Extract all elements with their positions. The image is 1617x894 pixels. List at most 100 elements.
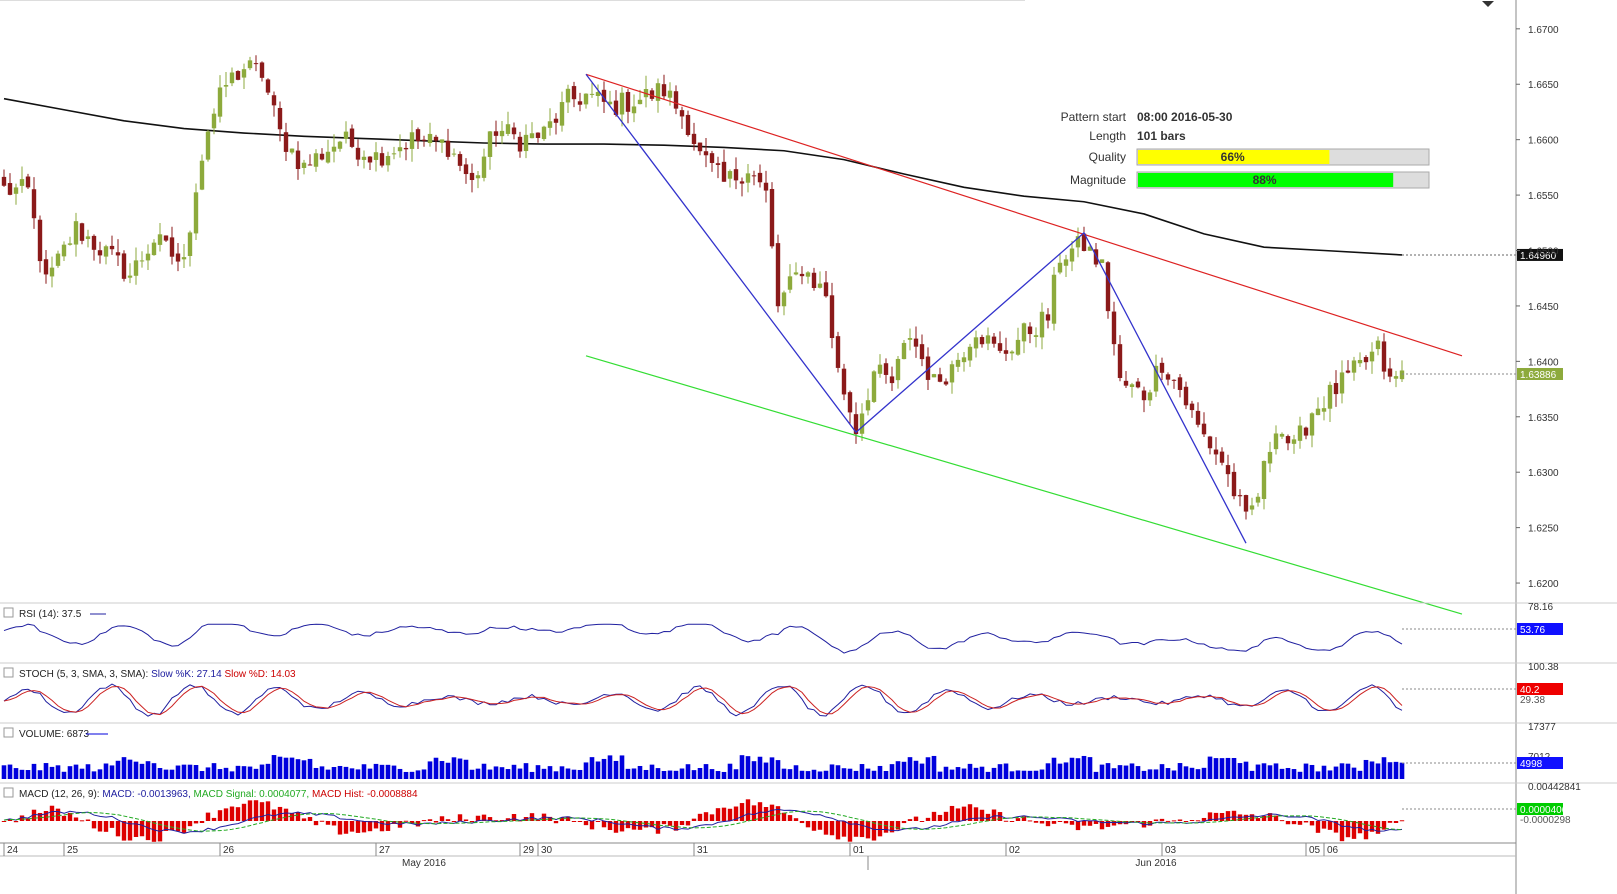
panel-close-icon[interactable]	[3, 607, 14, 618]
macd-hist-bar	[805, 821, 811, 828]
macd-hist-bar	[1345, 821, 1351, 838]
macd-hist-bar	[691, 818, 697, 821]
candle-down	[829, 295, 835, 339]
volume-bar	[505, 769, 511, 779]
volume-bar	[781, 768, 787, 779]
volume-bar	[241, 766, 247, 779]
candle-up	[1261, 460, 1267, 499]
volume-bar	[1399, 762, 1405, 779]
candle-down	[835, 336, 841, 368]
volume-bar	[1255, 764, 1261, 779]
ma-value-box	[1517, 248, 1563, 261]
candle-up	[475, 175, 481, 179]
candle-up	[145, 253, 151, 261]
candle-up	[85, 236, 91, 239]
candle-up	[103, 246, 109, 257]
macd-hist-bar	[253, 800, 259, 821]
panel-close-icon[interactable]	[3, 787, 14, 798]
candle-up	[817, 283, 823, 288]
magnitude-value: 88%	[1253, 173, 1277, 187]
volume-bar	[889, 764, 895, 779]
volume-bar	[1321, 765, 1327, 779]
macd-hist-bar	[1009, 821, 1015, 822]
candle-down	[1105, 262, 1111, 312]
candle-up	[1369, 351, 1375, 362]
volume-bar	[649, 764, 655, 779]
candle-up	[1279, 433, 1285, 437]
volume-bar	[811, 769, 817, 779]
candle-up	[139, 260, 145, 262]
volume-bar	[373, 763, 379, 779]
macd-hist-bar	[1069, 821, 1075, 825]
volume-bar	[355, 769, 361, 779]
candle-down	[1, 176, 7, 186]
macd-hist-bar	[1243, 814, 1249, 821]
macd-hist-bar	[1, 821, 7, 822]
volume-bar	[37, 770, 43, 779]
macd-hist-bar	[613, 821, 619, 833]
volume-bar	[85, 764, 91, 779]
candle-down	[463, 164, 469, 175]
candle-down	[367, 156, 373, 163]
pattern-row-label: Length	[1089, 129, 1126, 143]
candle-down	[853, 414, 859, 435]
volume-bar	[595, 761, 601, 779]
candle-down	[1081, 233, 1087, 251]
candle-up	[1069, 248, 1075, 262]
volume-bar	[643, 769, 649, 779]
volume-bar	[49, 766, 55, 779]
price-tick-label: 1.6300	[1528, 468, 1559, 479]
macd-hist-bar	[1213, 812, 1219, 821]
macd-hist-bar	[1297, 821, 1303, 825]
volume-bar	[1339, 763, 1345, 779]
volume-bar	[391, 765, 397, 779]
volume-bar	[13, 768, 19, 779]
candle-up	[157, 234, 163, 245]
macd-hist-bar	[841, 821, 847, 837]
candle-up	[727, 171, 733, 179]
candle-down	[1027, 326, 1033, 335]
value-label: 40.2	[1520, 685, 1540, 696]
panel-close-icon[interactable]	[3, 727, 14, 738]
macd-hist-bar	[319, 820, 325, 822]
candle-down	[979, 337, 985, 345]
candle-up	[133, 260, 139, 276]
volume-bar	[325, 769, 331, 779]
panel-close-icon[interactable]	[3, 667, 14, 678]
collapse-arrow-icon[interactable]	[1482, 1, 1494, 7]
candle-down	[721, 161, 727, 182]
candle-up	[343, 131, 349, 139]
volume-bar	[1159, 764, 1165, 779]
macd-hist-bar	[325, 821, 331, 825]
volume-bar	[799, 770, 805, 779]
macd-hist-bar	[145, 821, 151, 841]
volume-bar	[181, 764, 187, 779]
volume-bar	[1171, 770, 1177, 779]
volume-bar	[937, 771, 943, 779]
volume-bar	[931, 755, 937, 779]
candle-down	[415, 129, 421, 142]
panel-top-label: 17377	[1528, 722, 1556, 733]
macd-hist-bar	[409, 821, 415, 824]
candle-down	[511, 127, 517, 135]
candle-down	[1207, 436, 1213, 449]
indicator-panel-stoch: STOCH (5, 3, SMA, 3, SMA): Slow %K: 27.1…	[0, 662, 1617, 717]
volume-bar	[337, 765, 343, 779]
macd-line	[3, 808, 1403, 834]
candle-down	[1387, 368, 1393, 377]
candle-down	[661, 84, 667, 97]
volume-bar	[877, 765, 883, 779]
volume-bar	[1333, 766, 1339, 779]
volume-bar	[1345, 763, 1351, 779]
volume-bar	[1009, 771, 1015, 779]
candle-down	[889, 376, 895, 384]
candle-up	[583, 93, 589, 105]
candle-up	[949, 364, 955, 383]
macd-hist-bar	[925, 817, 931, 821]
pattern-row-label: Pattern start	[1061, 110, 1127, 124]
macd-hist-bar	[97, 821, 103, 832]
volume-bar	[385, 764, 391, 779]
candle-up	[745, 173, 751, 183]
candle-down	[703, 151, 709, 156]
